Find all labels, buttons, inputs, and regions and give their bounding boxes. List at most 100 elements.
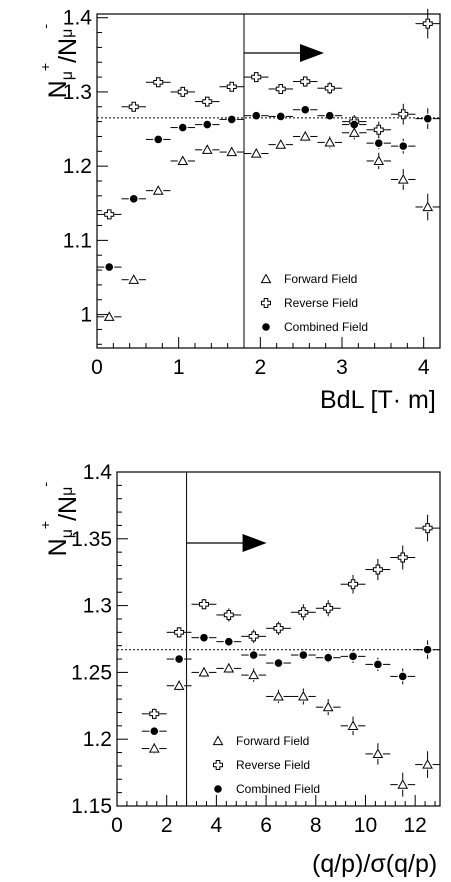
x-tick-label: 0 (111, 814, 123, 837)
data-point (249, 651, 258, 659)
cut-arrow-head (300, 44, 324, 62)
x-axis-label: (q/p)/σ(q/p) (312, 850, 437, 878)
y-axis-label-part: + (37, 63, 53, 71)
data-point (178, 123, 187, 132)
cut-arrow-head (242, 534, 267, 552)
data-point (324, 136, 336, 147)
legend-label: Combined Field (236, 782, 320, 796)
data-point (273, 623, 284, 634)
data-point (177, 155, 189, 166)
chart-significance: 0 2 4 6 8 10 12 1.15 1.2 1.25 1.3 1.35 1.4 Forward Fi… (37, 461, 441, 878)
data-point (348, 579, 359, 590)
legend-marker (260, 273, 272, 284)
data-point (201, 144, 213, 154)
legend-label: Combined Field (284, 320, 368, 334)
data-point (152, 185, 164, 195)
x-tick-label: 8 (310, 814, 322, 837)
data-point (325, 111, 334, 120)
x-tick-label: 10 (354, 814, 377, 837)
series-combined-field (141, 633, 440, 735)
data-point (374, 660, 382, 669)
data-point (248, 669, 260, 680)
data-point (373, 124, 384, 135)
y-tick-label: 1.35 (71, 528, 112, 551)
data-point (129, 195, 138, 203)
series-reverse-field (141, 514, 440, 720)
y-axis-label-part: μ (59, 487, 76, 496)
series-reverse-field (97, 8, 440, 220)
y-axis-label-part: + (37, 521, 53, 529)
data-point (422, 18, 433, 29)
data-point (153, 77, 164, 88)
data-point (103, 311, 115, 321)
data-point (397, 552, 408, 563)
data-point (372, 564, 383, 575)
data-point (299, 130, 311, 141)
y-axis-label-part: /N (54, 38, 82, 63)
y-tick-label: 1.3 (83, 595, 112, 618)
data-point (398, 672, 407, 681)
data-point (226, 81, 237, 92)
data-point (200, 633, 208, 642)
data-point (149, 708, 160, 719)
legend-label: Reverse Field (236, 758, 310, 772)
data-point (322, 701, 334, 712)
x-axis-label: BdL [T· m] (320, 386, 436, 414)
series-forward-field (141, 662, 440, 797)
y-axis-label-part: - (37, 24, 53, 29)
y-axis-label-part: μ (59, 529, 76, 538)
data-point (350, 120, 359, 129)
data-point (275, 139, 287, 149)
data-point (301, 105, 310, 114)
data-point (104, 209, 115, 220)
data-point (154, 135, 163, 144)
y-axis-label-part: /N (54, 496, 82, 521)
data-point (422, 523, 433, 534)
x-tick-label: 12 (403, 814, 426, 837)
y-axis-label-part: - (37, 482, 53, 487)
y-tick-label: 1.25 (71, 661, 112, 684)
data-point (423, 114, 432, 123)
data-point (198, 666, 210, 677)
y-tick-label: 1.3 (63, 81, 92, 104)
data-point (298, 607, 309, 618)
data-point (323, 603, 334, 614)
y-tick-label: 1 (80, 304, 92, 327)
x-tick-label: 2 (254, 356, 266, 379)
data-point (275, 83, 286, 94)
data-point (202, 96, 213, 107)
data-point (324, 653, 332, 662)
data-point (203, 120, 212, 129)
data-point (373, 155, 385, 166)
data-point (422, 201, 434, 212)
data-point (128, 274, 140, 284)
y-tick-label: 1.2 (83, 728, 112, 751)
x-tick-label: 6 (260, 814, 272, 837)
data-point (349, 652, 357, 661)
legend-marker (261, 298, 271, 308)
y-axis-label-part: μ (59, 29, 76, 38)
series-combined-field (97, 105, 440, 271)
data-point (273, 690, 284, 701)
data-point (324, 83, 335, 94)
data-point (297, 690, 309, 701)
y-axis-label: Nμ+/Nμ- (37, 24, 82, 99)
legend-marker (213, 760, 223, 770)
y-axis-label-part: N (44, 538, 72, 556)
x-tick-label: 3 (336, 356, 348, 379)
data-point (374, 139, 383, 147)
plot-frame (96, 13, 441, 349)
legend-marker (262, 323, 270, 331)
data-point (299, 651, 308, 659)
data-point (398, 109, 409, 120)
data-point (173, 680, 185, 690)
chart-bdl: 0 1 2 3 4 1 1.1 1.2 1.3 1.4 Forward Field Reverse F… (37, 7, 441, 414)
y-tick-label: 1.4 (83, 461, 113, 484)
plot-frame (116, 471, 441, 807)
data-point (148, 743, 160, 753)
x-tick-label: 4 (211, 814, 223, 837)
x-tick-label: 2 (161, 814, 173, 837)
data-point (397, 779, 409, 789)
data-point (177, 86, 188, 97)
